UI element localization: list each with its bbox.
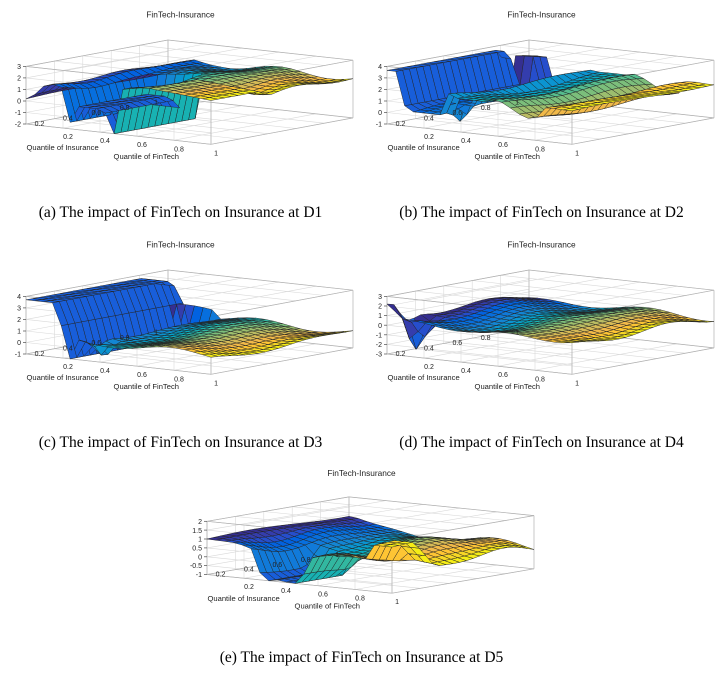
- svg-text:0: 0: [198, 554, 202, 561]
- svg-text:1: 1: [515, 330, 519, 337]
- svg-text:0.4: 0.4: [424, 115, 434, 122]
- svg-text:Quantile of Insurance: Quantile of Insurance: [387, 143, 459, 152]
- svg-text:3: 3: [17, 64, 21, 71]
- svg-text:Quantile of Insurance: Quantile of Insurance: [207, 594, 279, 603]
- svg-text:0.2: 0.2: [63, 364, 73, 371]
- svg-text:Quantile of FinTech: Quantile of FinTech: [295, 602, 360, 611]
- svg-text:Quantile of FinTech: Quantile of FinTech: [475, 382, 540, 391]
- svg-text:1: 1: [214, 150, 218, 157]
- svg-text:0.4: 0.4: [461, 368, 471, 375]
- svg-text:0.4: 0.4: [244, 567, 254, 574]
- svg-text:FinTech-Insurance: FinTech-Insurance: [507, 10, 576, 20]
- svg-text:0.6: 0.6: [498, 372, 508, 379]
- svg-text:-3: -3: [376, 352, 382, 359]
- svg-text:1.5: 1.5: [192, 528, 202, 535]
- svg-text:3: 3: [378, 294, 382, 301]
- svg-text:0.6: 0.6: [498, 142, 508, 149]
- svg-text:0.2: 0.2: [424, 364, 434, 371]
- svg-text:0.6: 0.6: [452, 340, 462, 347]
- svg-text:2: 2: [378, 304, 382, 311]
- svg-text:0: 0: [378, 323, 382, 330]
- svg-text:0.4: 0.4: [100, 138, 110, 145]
- svg-text:2: 2: [17, 76, 21, 83]
- svg-text:1: 1: [335, 552, 339, 559]
- svg-text:-2: -2: [376, 342, 382, 349]
- svg-text:Quantile of Insurance: Quantile of Insurance: [387, 373, 459, 382]
- svg-text:FinTech-Insurance: FinTech-Insurance: [327, 468, 396, 478]
- svg-text:0.6: 0.6: [91, 340, 101, 347]
- svg-text:-1: -1: [376, 332, 382, 339]
- svg-text:0.2: 0.2: [63, 134, 73, 141]
- svg-text:FinTech-Insurance: FinTech-Insurance: [146, 240, 215, 250]
- svg-text:1: 1: [395, 599, 399, 606]
- svg-text:1: 1: [575, 150, 579, 157]
- svg-text:0.2: 0.2: [244, 584, 254, 591]
- svg-text:0.8: 0.8: [481, 335, 491, 342]
- svg-text:2: 2: [17, 317, 21, 324]
- svg-text:-1: -1: [376, 122, 382, 129]
- svg-text:1: 1: [17, 329, 21, 336]
- svg-text:1: 1: [154, 330, 158, 337]
- svg-text:0.6: 0.6: [137, 142, 147, 149]
- svg-text:-1: -1: [15, 352, 21, 359]
- svg-text:0.4: 0.4: [461, 138, 471, 145]
- svg-text:0.6: 0.6: [272, 562, 282, 569]
- svg-text:0.4: 0.4: [63, 345, 73, 352]
- svg-text:0.8: 0.8: [120, 105, 130, 112]
- svg-text:1: 1: [214, 380, 218, 387]
- svg-text:1: 1: [575, 380, 579, 387]
- svg-text:Quantile of FinTech: Quantile of FinTech: [114, 152, 179, 161]
- svg-text:4: 4: [17, 294, 21, 301]
- svg-text:0.5: 0.5: [192, 545, 202, 552]
- svg-text:0.2: 0.2: [396, 121, 406, 128]
- svg-text:-1: -1: [196, 572, 202, 579]
- svg-text:0.6: 0.6: [137, 372, 147, 379]
- svg-text:0.2: 0.2: [424, 134, 434, 141]
- svg-text:1: 1: [515, 100, 519, 107]
- svg-text:1: 1: [378, 99, 382, 106]
- svg-text:0.8: 0.8: [301, 557, 311, 564]
- svg-text:2: 2: [378, 87, 382, 94]
- svg-text:FinTech-Insurance: FinTech-Insurance: [507, 240, 576, 250]
- svg-text:3: 3: [17, 306, 21, 313]
- svg-text:0: 0: [378, 110, 382, 117]
- svg-text:0.4: 0.4: [424, 345, 434, 352]
- svg-text:Quantile of Insurance: Quantile of Insurance: [26, 373, 98, 382]
- svg-text:0.2: 0.2: [35, 121, 45, 128]
- svg-text:2: 2: [198, 519, 202, 526]
- svg-text:FinTech-Insurance: FinTech-Insurance: [146, 10, 215, 20]
- svg-text:3: 3: [378, 76, 382, 83]
- svg-text:Quantile of Insurance: Quantile of Insurance: [26, 143, 98, 152]
- svg-text:0: 0: [17, 99, 21, 106]
- svg-text:0.4: 0.4: [63, 115, 73, 122]
- svg-text:0.2: 0.2: [216, 572, 226, 579]
- svg-text:0.6: 0.6: [318, 592, 328, 599]
- svg-text:0.8: 0.8: [120, 335, 130, 342]
- svg-text:0.2: 0.2: [35, 351, 45, 358]
- svg-text:1: 1: [17, 87, 21, 94]
- svg-text:-0.5: -0.5: [190, 563, 202, 570]
- svg-text:Quantile of FinTech: Quantile of FinTech: [475, 152, 540, 161]
- svg-text:0.4: 0.4: [100, 368, 110, 375]
- svg-text:4: 4: [378, 64, 382, 71]
- svg-text:1: 1: [154, 100, 158, 107]
- svg-text:0.2: 0.2: [396, 351, 406, 358]
- svg-text:0.8: 0.8: [481, 105, 491, 112]
- svg-text:0: 0: [17, 340, 21, 347]
- svg-text:1: 1: [378, 313, 382, 320]
- svg-text:Quantile of FinTech: Quantile of FinTech: [114, 382, 179, 391]
- svg-text:-1: -1: [15, 110, 21, 117]
- svg-text:0.6: 0.6: [452, 110, 462, 117]
- svg-text:0.6: 0.6: [91, 110, 101, 117]
- svg-text:-2: -2: [15, 122, 21, 129]
- svg-text:0.4: 0.4: [281, 588, 291, 595]
- svg-text:1: 1: [198, 537, 202, 544]
